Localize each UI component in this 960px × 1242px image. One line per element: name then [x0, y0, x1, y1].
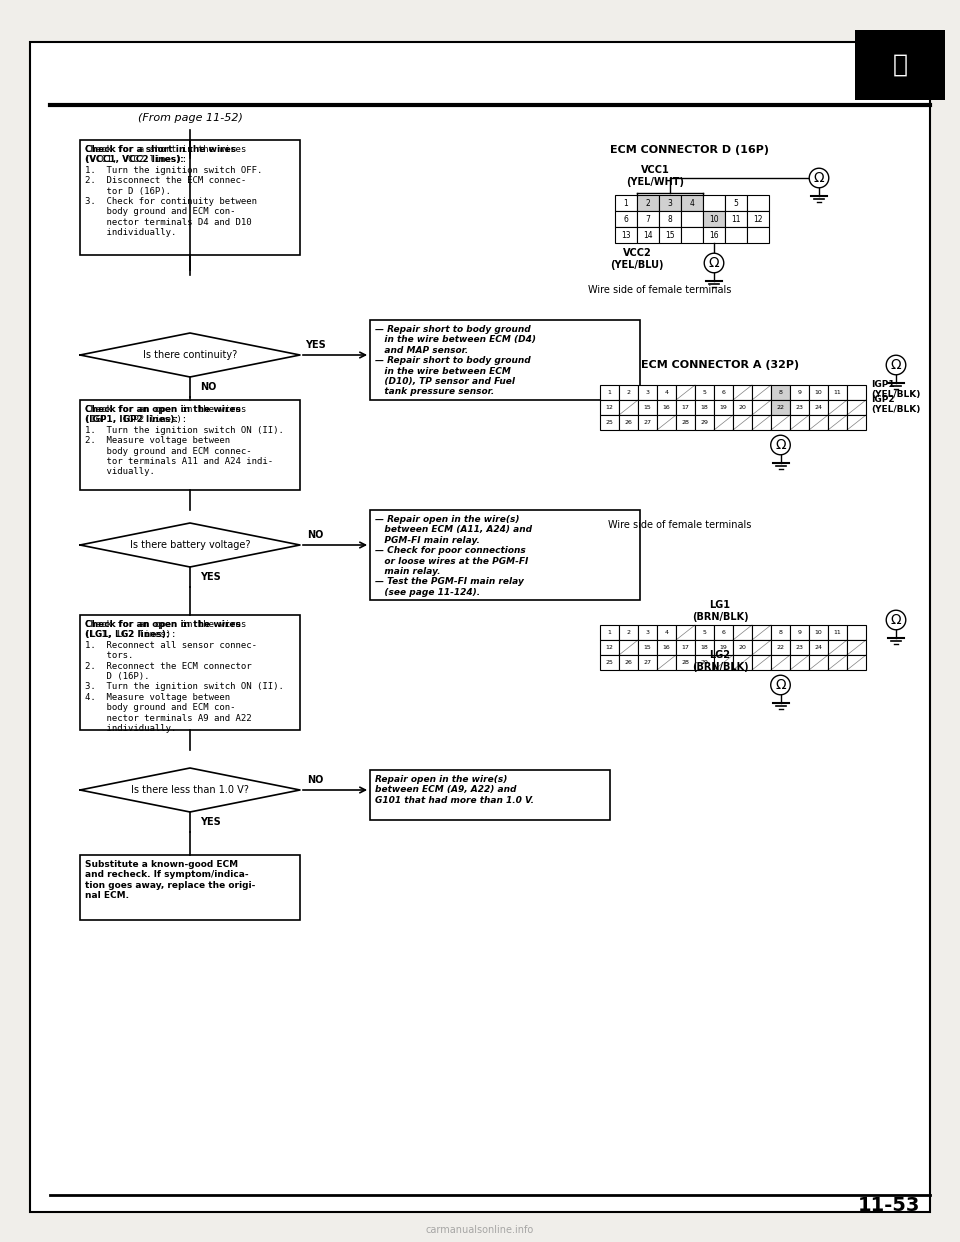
Bar — [638, 385, 657, 400]
Text: ECM CONNECTOR D (16P): ECM CONNECTOR D (16P) — [611, 145, 770, 155]
Text: — Repair open in the wire(s)
   between ECM (A11, A24) and
   PGM-FI main relay.: — Repair open in the wire(s) between ECM… — [375, 515, 532, 597]
Text: 12: 12 — [606, 405, 613, 410]
Text: NO: NO — [200, 383, 216, 392]
Bar — [695, 415, 714, 430]
Bar — [847, 625, 866, 640]
Text: 16: 16 — [662, 405, 670, 410]
Text: YES: YES — [200, 817, 221, 827]
Text: 18: 18 — [701, 405, 708, 410]
Bar — [752, 655, 771, 669]
Bar — [637, 195, 659, 211]
Bar — [771, 400, 790, 415]
Bar — [809, 385, 828, 400]
Bar — [676, 640, 695, 655]
FancyBboxPatch shape — [80, 140, 300, 255]
Bar — [771, 415, 790, 430]
Text: NO: NO — [307, 775, 324, 785]
Text: Ω: Ω — [891, 614, 901, 627]
Bar — [615, 211, 637, 227]
Text: 4: 4 — [664, 630, 668, 635]
Text: 16: 16 — [662, 645, 670, 650]
Bar — [725, 227, 747, 243]
Bar — [714, 625, 733, 640]
Text: 9: 9 — [798, 630, 802, 635]
Bar — [600, 655, 619, 669]
Text: 5: 5 — [703, 390, 707, 395]
Bar — [600, 640, 619, 655]
Text: IGP1
(YEL/BLK): IGP1 (YEL/BLK) — [871, 380, 921, 400]
Bar — [828, 625, 847, 640]
Text: 11-53: 11-53 — [857, 1196, 920, 1215]
Text: 2: 2 — [646, 199, 650, 207]
Text: 1: 1 — [624, 199, 629, 207]
Bar — [790, 640, 809, 655]
Text: 2: 2 — [627, 390, 631, 395]
Bar — [733, 640, 752, 655]
Bar — [714, 655, 733, 669]
Text: 22: 22 — [777, 405, 784, 410]
Bar — [733, 655, 752, 669]
Text: carmanualsonline.info: carmanualsonline.info — [426, 1225, 534, 1235]
Bar — [637, 227, 659, 243]
FancyBboxPatch shape — [80, 400, 300, 491]
Bar — [638, 400, 657, 415]
Bar — [638, 625, 657, 640]
Text: Check for an open in the wires
(LG1, LG2 lines):: Check for an open in the wires (LG1, LG2… — [85, 620, 241, 640]
Bar — [659, 227, 681, 243]
Bar — [733, 415, 752, 430]
Bar — [681, 211, 703, 227]
Text: IGP2
(YEL/BLK): IGP2 (YEL/BLK) — [871, 395, 921, 415]
Bar — [733, 625, 752, 640]
Text: 9: 9 — [798, 390, 802, 395]
Bar — [809, 625, 828, 640]
Bar — [790, 415, 809, 430]
Bar — [809, 415, 828, 430]
Text: 16: 16 — [709, 231, 719, 240]
Bar — [771, 640, 790, 655]
Text: LG2
(BRN/BLK): LG2 (BRN/BLK) — [692, 650, 748, 672]
Text: 26: 26 — [625, 420, 633, 425]
Bar — [695, 640, 714, 655]
Bar — [790, 655, 809, 669]
Bar — [725, 195, 747, 211]
Text: 12: 12 — [754, 215, 763, 224]
Bar — [733, 400, 752, 415]
Text: Check for an open in the wires
(IGP1, IGP2 lines):: Check for an open in the wires (IGP1, IG… — [85, 405, 241, 425]
Bar — [771, 385, 790, 400]
Bar — [600, 400, 619, 415]
Bar — [714, 385, 733, 400]
Text: ECM CONNECTOR A (32P): ECM CONNECTOR A (32P) — [641, 360, 799, 370]
Text: 29: 29 — [701, 420, 708, 425]
Polygon shape — [80, 333, 300, 378]
Bar — [657, 625, 676, 640]
Text: 22: 22 — [777, 645, 784, 650]
Bar — [752, 400, 771, 415]
Bar — [695, 655, 714, 669]
Bar — [847, 655, 866, 669]
Text: 5: 5 — [703, 630, 707, 635]
Bar — [725, 211, 747, 227]
Text: 23: 23 — [796, 645, 804, 650]
Bar — [828, 385, 847, 400]
Bar — [847, 640, 866, 655]
Bar — [714, 640, 733, 655]
Bar — [747, 211, 769, 227]
Bar — [809, 655, 828, 669]
Bar — [703, 195, 725, 211]
Bar — [828, 400, 847, 415]
Text: 23: 23 — [796, 405, 804, 410]
Text: 8: 8 — [667, 215, 672, 224]
Text: — Repair short to body ground
   in the wire between ECM (D4)
   and MAP sensor.: — Repair short to body ground in the wir… — [375, 325, 536, 396]
Bar — [809, 400, 828, 415]
Bar — [600, 415, 619, 430]
Bar — [619, 415, 638, 430]
Bar — [855, 30, 945, 101]
Bar — [657, 415, 676, 430]
Text: 18: 18 — [701, 645, 708, 650]
Text: Check for a short in the wires
(VCC1, VCC2 lines):: Check for a short in the wires (VCC1, VC… — [85, 145, 236, 164]
FancyBboxPatch shape — [370, 770, 610, 820]
Bar — [733, 385, 752, 400]
Text: 24: 24 — [814, 405, 823, 410]
Bar — [752, 415, 771, 430]
Bar — [657, 655, 676, 669]
